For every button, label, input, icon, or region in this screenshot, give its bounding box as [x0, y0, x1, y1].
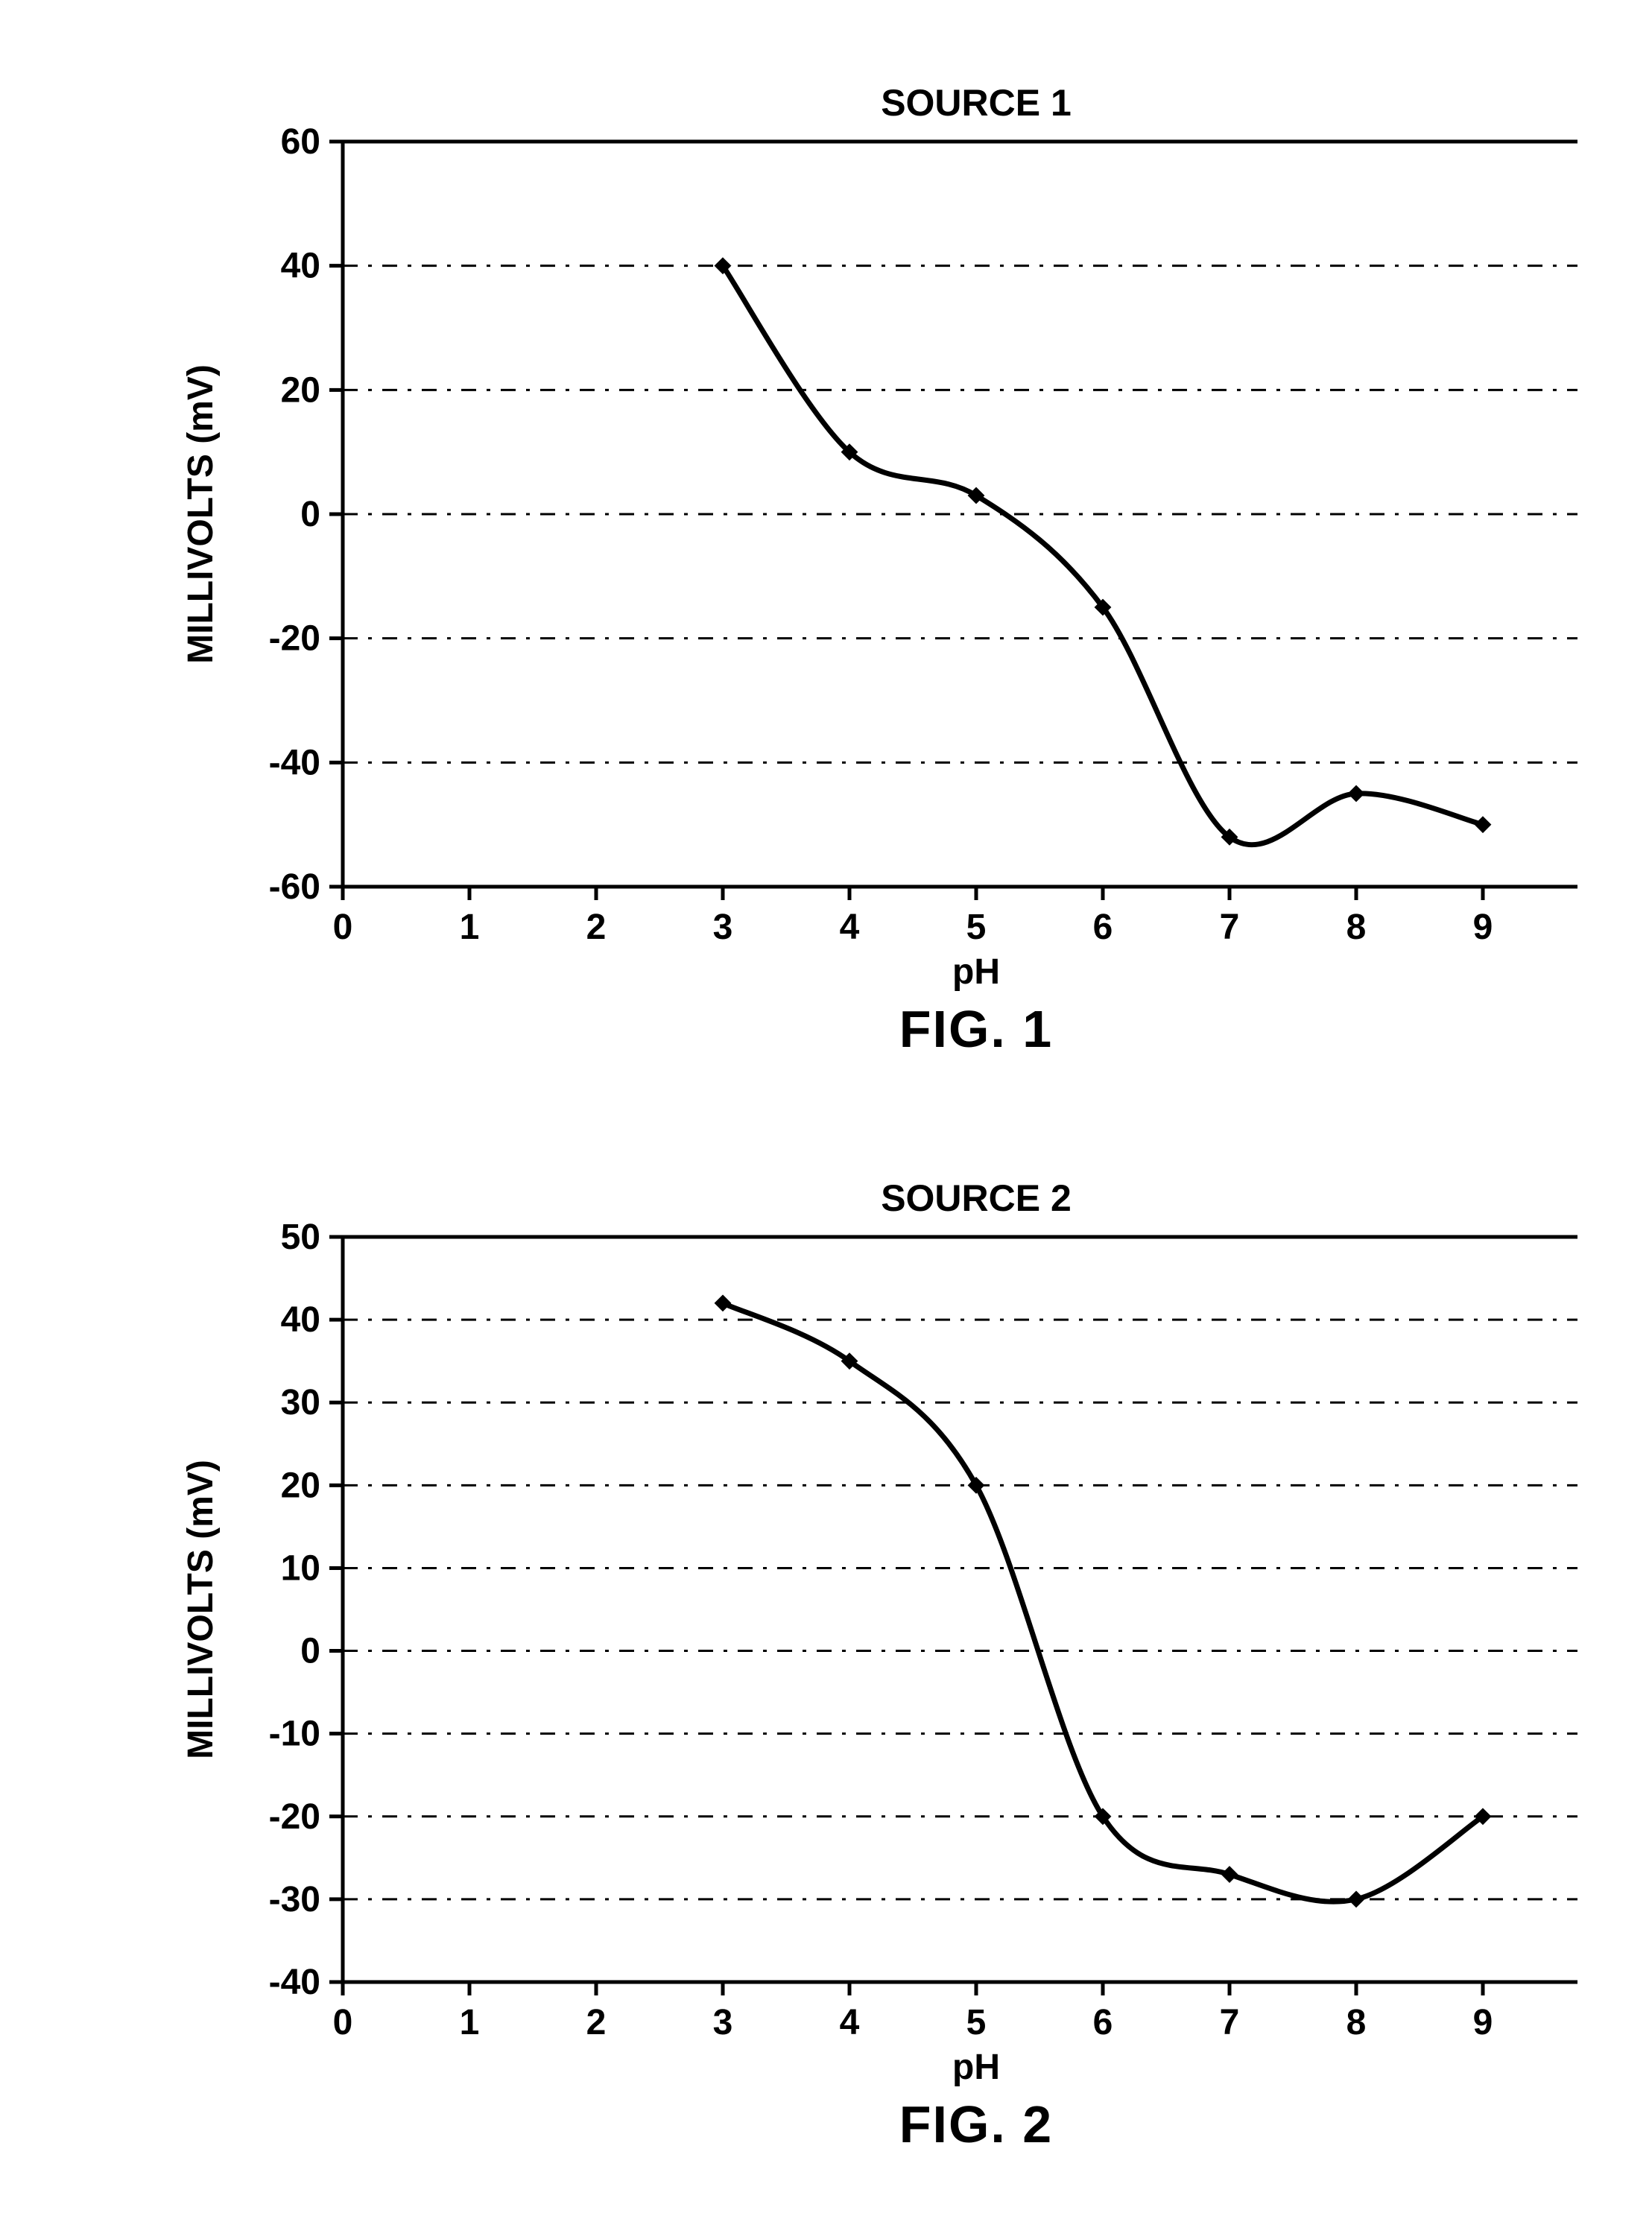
figure-caption: FIG. 2 [899, 2095, 1053, 2153]
x-tick-label: 1 [460, 2003, 480, 2042]
plot-border [343, 1237, 1577, 1982]
y-tick-label: 30 [281, 1383, 320, 1422]
x-tick-label: 7 [1220, 2003, 1240, 2042]
data-marker-diamond [1349, 1892, 1364, 1907]
data-marker-diamond [1222, 1867, 1237, 1882]
y-tick-label: 0 [300, 495, 320, 534]
x-tick-label: 4 [840, 908, 860, 947]
chart-2-svg: SOURCE 2012345678910-40-30-20-1001020304… [75, 1162, 1577, 2206]
y-tick-label: -30 [269, 1880, 320, 1919]
x-tick-label: 0 [333, 908, 353, 947]
y-tick-label: 60 [281, 122, 320, 162]
y-tick-label: -20 [269, 619, 320, 659]
y-tick-label: 20 [281, 370, 320, 410]
x-tick-label: 9 [1473, 908, 1493, 947]
y-tick-label: -10 [269, 1715, 320, 1754]
figure-caption: FIG. 1 [899, 1000, 1053, 1058]
y-axis-label: MILLIVOLTS (mV) [181, 364, 221, 664]
chart-title: SOURCE 2 [881, 1177, 1072, 1219]
data-marker-diamond [1475, 817, 1490, 832]
x-tick-label: 9 [1473, 2003, 1493, 2042]
data-marker-diamond [715, 1296, 730, 1311]
y-tick-label: -20 [269, 1797, 320, 1837]
page-root: SOURCE 1012345678910-60-40-200204060pHMI… [0, 0, 1652, 2216]
x-axis-label: pH [952, 2048, 1000, 2087]
y-tick-label: -40 [269, 743, 320, 782]
x-tick-label: 6 [1093, 908, 1113, 947]
x-tick-label: 6 [1093, 2003, 1113, 2042]
y-tick-label: 40 [281, 247, 320, 286]
y-tick-label: 40 [281, 1300, 320, 1340]
x-tick-label: 3 [713, 2003, 733, 2042]
chart-1-block: SOURCE 1012345678910-60-40-200204060pHMI… [75, 30, 1577, 1073]
data-curve [723, 266, 1483, 845]
x-tick-label: 8 [1346, 908, 1367, 947]
x-tick-label: 0 [333, 2003, 353, 2042]
x-tick-label: 4 [840, 2003, 860, 2042]
x-axis-label: pH [952, 952, 1000, 992]
x-tick-label: 3 [713, 908, 733, 947]
x-tick-label: 5 [966, 908, 987, 947]
x-tick-label: 1 [460, 908, 480, 947]
y-tick-label: 0 [300, 1632, 320, 1671]
data-marker-diamond [1349, 786, 1364, 801]
y-tick-label: -40 [269, 1963, 320, 2002]
y-axis-label: MILLIVOLTS (mV) [181, 1460, 221, 1759]
x-tick-label: 8 [1346, 2003, 1367, 2042]
y-tick-label: -60 [269, 867, 320, 907]
x-tick-label: 2 [586, 908, 607, 947]
y-tick-label: 50 [281, 1218, 320, 1257]
y-tick-label: 20 [281, 1466, 320, 1505]
chart-1-svg: SOURCE 1012345678910-60-40-200204060pHMI… [75, 30, 1577, 1073]
y-tick-label: 10 [281, 1548, 320, 1588]
x-tick-label: 7 [1220, 908, 1240, 947]
chart-2-block: SOURCE 2012345678910-40-30-20-1001020304… [75, 1162, 1577, 2206]
x-tick-label: 2 [586, 2003, 607, 2042]
chart-title: SOURCE 1 [881, 82, 1072, 124]
x-tick-label: 5 [966, 2003, 987, 2042]
